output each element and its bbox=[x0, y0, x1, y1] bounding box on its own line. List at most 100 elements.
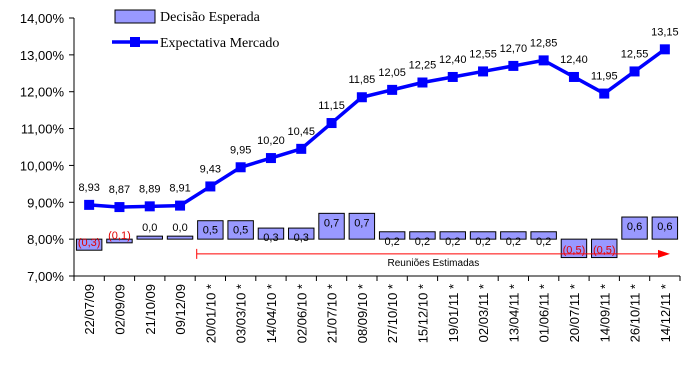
x-tick-label: 21/07/10 * bbox=[325, 284, 340, 343]
y-tick-label: 14,00% bbox=[20, 11, 65, 26]
line-marker bbox=[387, 84, 398, 95]
bar-data-label: 0,2 bbox=[506, 236, 521, 248]
x-tick-label: 21/10/09 bbox=[143, 284, 158, 335]
line-data-label: 10,45 bbox=[287, 126, 315, 138]
bar bbox=[75, 238, 103, 251]
legend-label-line: Expectativa Mercado bbox=[160, 36, 279, 51]
line-marker bbox=[417, 77, 428, 88]
bar-data-label: 0,5 bbox=[203, 225, 218, 237]
bar-data-label: 0,2 bbox=[536, 236, 551, 248]
bar-data-label: (0,5) bbox=[563, 245, 586, 257]
annotation-arrow-head bbox=[658, 249, 670, 258]
line-marker bbox=[175, 200, 186, 211]
legend-swatch-marker bbox=[130, 37, 140, 47]
line-marker bbox=[84, 199, 95, 210]
x-tick-label: 08/09/10 * bbox=[355, 284, 370, 343]
y-tick-label: 11,00% bbox=[21, 122, 65, 137]
x-tick-label: 20/01/10 * bbox=[203, 284, 218, 343]
line-series bbox=[84, 44, 670, 213]
y-axis: 7,00% 8,00% 9,00% 10,00% 11,00% 12,00% 13,00% 1… bbox=[20, 11, 75, 284]
line-data-label: 12,40 bbox=[439, 54, 467, 66]
bar bbox=[197, 220, 224, 240]
bar bbox=[378, 231, 406, 240]
bar-data-label: 0,7 bbox=[354, 217, 369, 229]
annotation-label: Reuniões Estimadas bbox=[387, 258, 479, 269]
y-tick-label: 10,00% bbox=[20, 158, 65, 173]
bar-data-label: 0,6 bbox=[657, 221, 672, 233]
y-tick-label: 12,00% bbox=[20, 85, 65, 100]
bar bbox=[469, 231, 497, 240]
annotation: Reuniões Estimadas bbox=[196, 248, 670, 269]
x-tick-label: 02/03/11 * bbox=[476, 284, 491, 342]
x-tick-label: 19/01/11 * bbox=[446, 284, 461, 342]
line-marker bbox=[326, 118, 337, 129]
y-tick-label: 13,00% bbox=[20, 48, 65, 63]
x-tick-label: 02/09/09 bbox=[112, 284, 127, 335]
y-tick-label: 7,00% bbox=[27, 269, 64, 284]
bar bbox=[136, 235, 163, 240]
bar-data-label: 0,5 bbox=[233, 225, 248, 237]
line-marker bbox=[538, 55, 549, 66]
x-tick-label: 01/06/11 * bbox=[537, 284, 552, 342]
line-marker bbox=[114, 202, 125, 213]
bar bbox=[348, 212, 376, 240]
bar-data-label: 0,2 bbox=[415, 236, 430, 248]
x-tick-label: 15/12/10 * bbox=[415, 284, 430, 343]
x-tick-label: 13/04/11 * bbox=[506, 284, 521, 342]
bar-data-label: (0,5) bbox=[593, 245, 616, 257]
line-data-label: 12,40 bbox=[560, 54, 588, 66]
line-data-label: 12,85 bbox=[530, 37, 558, 49]
bar-data-label: 0,2 bbox=[385, 236, 400, 248]
line-path bbox=[89, 47, 666, 209]
bar-data-label: (0,1) bbox=[108, 230, 131, 242]
line-data-label: 13,15 bbox=[651, 26, 679, 38]
x-tick-label: 27/10/10 * bbox=[385, 284, 400, 343]
legend: Decisão Esperada Expectativa Mercado bbox=[112, 9, 279, 51]
line-data-label: 8,93 bbox=[78, 182, 99, 194]
bar bbox=[439, 231, 466, 240]
bar bbox=[288, 227, 315, 240]
line-data-label: 11,95 bbox=[591, 71, 618, 83]
y-tick-label: 9,00% bbox=[27, 195, 64, 210]
y-tick-label: 8,00% bbox=[27, 232, 64, 247]
legend-swatch-bar bbox=[114, 9, 156, 24]
x-tick-label: 20/07/11 * bbox=[567, 284, 582, 342]
line-data-label: 12,05 bbox=[378, 67, 406, 79]
x-axis: 22/07/09 02/09/09 21/10/09 09/12/09 20/01/10… bbox=[73, 275, 681, 343]
bar-data-label: 0,7 bbox=[324, 217, 339, 229]
bar-data-label: 0,2 bbox=[475, 236, 490, 248]
line-data-label: 8,87 bbox=[109, 184, 130, 196]
line-marker bbox=[508, 60, 519, 71]
line-data-label: 12,55 bbox=[621, 48, 649, 60]
bar-labels: (0,3) (0,1) 0,0 0,0 0,5 0,5 0,3 0,3 0,7 0,7 0,2 0,2… bbox=[78, 217, 673, 256]
bar bbox=[500, 231, 527, 240]
x-tick-label: 26/10/11 * bbox=[628, 284, 643, 342]
legend-label-bar: Decisão Esperada bbox=[160, 10, 261, 25]
line-data-label: 9,43 bbox=[200, 163, 221, 175]
bar bbox=[106, 238, 133, 244]
line-marker bbox=[235, 162, 246, 173]
x-tick-label: 14/04/10 * bbox=[264, 284, 279, 343]
line-marker bbox=[659, 44, 670, 55]
line-marker bbox=[265, 153, 276, 164]
line-data-label: 12,55 bbox=[469, 48, 497, 60]
bar bbox=[591, 238, 618, 259]
x-tick-label: 02/06/10 * bbox=[294, 284, 309, 343]
line-marker bbox=[478, 66, 489, 77]
bar-data-label: 0,2 bbox=[445, 236, 460, 248]
bar-data-label: 0,6 bbox=[627, 221, 642, 233]
line-data-label: 8,89 bbox=[139, 183, 160, 195]
bar bbox=[409, 231, 436, 240]
bar-series bbox=[75, 212, 679, 259]
line-data-label: 12,25 bbox=[409, 60, 437, 72]
bar bbox=[560, 238, 588, 259]
line-marker bbox=[599, 88, 610, 99]
bar-data-label: (0,3) bbox=[78, 237, 101, 249]
line-marker bbox=[629, 66, 640, 77]
bar-data-label: 0,0 bbox=[172, 222, 187, 234]
bar bbox=[621, 216, 648, 240]
line-data-label: 8,91 bbox=[169, 183, 190, 195]
bar bbox=[530, 231, 557, 240]
